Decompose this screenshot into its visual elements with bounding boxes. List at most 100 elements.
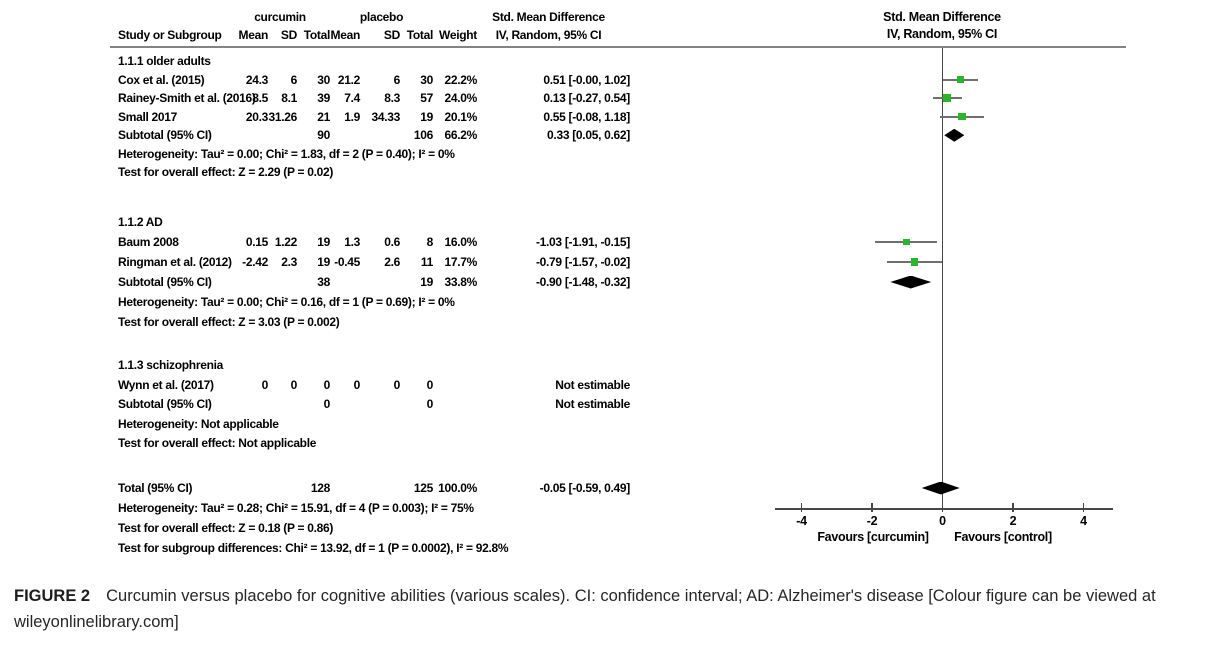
control-group-label: placebo [359,10,404,24]
table-header: curcumin placebo Std. Mean Difference St… [110,9,630,45]
axis-tick-label: 4 [1080,514,1087,528]
sd-exp: 2.3 [281,255,297,269]
total-ctl: 19 [420,109,433,124]
header-rule [110,46,1126,48]
pooled-diamond-sub1 [944,128,965,142]
total-exp: 21 [317,109,330,124]
total-ctl: 0 [426,397,434,411]
group-header-row: curcumin placebo Std. Mean Difference [110,9,630,26]
axis-tick [1012,503,1014,512]
estimate-ci: -1.03 [-1.91, -0.15] [535,235,630,249]
estimate-ci: -0.90 [-1.48, -0.32] [535,275,630,289]
subgroup-schizophrenia: 1.1.3 schizophrenia Wynn et al. (2017) 0… [110,356,630,454]
sd-ctl: 0.6 [384,235,400,249]
total-exp: 19 [317,255,330,269]
weight: 17.7% [444,255,477,269]
effect-test-note: Test for overall effect: Z = 2.29 (P = 0… [110,163,630,182]
estimate-ci: 0.13 [-0.27, 0.54] [543,91,630,105]
axis-tick [800,503,803,512]
forest-table: curcumin placebo Std. Mean Difference St… [110,9,630,555]
total-exp: 19 [317,235,330,249]
subtotal-row: Subtotal (95% CI) 38 19 33.8% -0.90 [-1.… [110,272,630,292]
sd-ctl: 2.6 [384,255,400,269]
weight: 100.0% [438,481,477,495]
study-row-rainey-smith: Rainey-Smith et al. (2016) 8.5 8.1 39 7.… [110,89,630,108]
total-exp: 128 [310,481,330,495]
subgroup-older-adults: 1.1.1 older adults Cox et al. (2015) 24.… [110,52,630,182]
weight: 66.2% [444,128,477,142]
heterogeneity-note: Heterogeneity: Tau² = 0.28; Chi² = 15.91… [110,498,630,518]
subtotal-label: Subtotal (95% CI) [118,275,212,289]
study-row-baum: Baum 2008 0.15 1.22 19 1.3 0.6 8 16.0% -… [110,232,630,252]
heterogeneity-note: Heterogeneity: Tau² = 0.00; Chi² = 0.16,… [110,292,630,312]
total-exp: 39 [317,91,330,105]
pooled-diamond-total [921,481,960,495]
figure-caption: FIGURE 2 Curcumin versus placebo for cogn… [14,584,1210,635]
figure-number: FIGURE 2 [14,587,91,605]
mean-exp: 8.5 [252,91,268,105]
subtotal-label: Subtotal (95% CI) [118,128,212,142]
total-ctl: 30 [420,72,433,87]
total-ctl: 19 [420,275,433,289]
total-exp: 38 [317,275,330,289]
estimate-ci: 0.51 [-0.00, 1.02] [543,72,630,87]
study-row-cox: Cox et al. (2015) 24.3 6 30 21.2 6 30 22… [110,71,630,90]
study-label: Ringman et al. (2012) [118,255,232,269]
zero-line [942,48,944,508]
favours-left-label: Favours [curcumin] [817,530,929,544]
total-ctl: 106 [413,128,433,142]
axis-tick [871,503,873,512]
total-ctl: 8 [426,235,434,249]
plot-header: Std. Mean Difference IV, Random, 95% CI [792,9,1092,43]
sd-ctl: 0 [393,377,401,392]
col-header-ci: IV, Random, 95% CI [495,28,602,42]
sd-exp: 1.22 [274,235,297,249]
subtotal-label: Subtotal (95% CI) [118,397,212,411]
heterogeneity-text: Heterogeneity: Tau² = 0.28; Chi² = 15.91… [118,501,474,515]
study-row-wynn: Wynn et al. (2017) 0 0 0 0 0 0 Not estim… [110,376,630,396]
weight: 22.2% [444,72,477,87]
study-row-small: Small 2017 20.3 31.26 21 1.9 34.33 19 20… [110,108,630,127]
experimental-group-label: curcumin [254,10,306,24]
pooled-diamond-sub2 [890,275,932,289]
sd-ctl: 8.3 [384,91,400,105]
effect-square-ringman [911,258,919,266]
effect-test-note: Test for overall effect: Z = 3.03 (P = 0… [110,312,630,332]
effect-square-rainey [943,94,951,103]
col-header-sd-ctl: SD [383,28,400,42]
x-axis [775,508,1113,510]
weight: 24.0% [444,91,477,105]
plot-subtitle: IV, Random, 95% CI [886,27,998,41]
weight: 16.0% [444,235,477,249]
heterogeneity-text: Heterogeneity: Tau² = 0.00; Chi² = 1.83,… [118,146,455,161]
effect-test-note: Test for overall effect: Not applicable [110,434,630,454]
mean-exp: 20.3 [245,109,268,124]
effect-square-cox [956,76,965,84]
subgroup-differences-note: Test for subgroup differences: Chi² = 13… [110,538,630,558]
total-row: Total (95% CI) 128 125 100.0% -0.05 [-0.… [110,478,630,498]
forest-plot-figure: curcumin placebo Std. Mean Difference St… [110,9,1126,555]
heterogeneity-text: Heterogeneity: Not applicable [118,416,279,431]
heterogeneity-note: Heterogeneity: Tau² = 0.00; Chi² = 1.83,… [110,145,630,164]
estimate-ci: -0.79 [-1.57, -0.02] [535,255,630,269]
axis-tick-label: -2 [866,514,878,528]
axis-tick [1082,503,1085,512]
effect-test-text: Test for overall effect: Z = 0.18 (P = 0… [118,521,334,535]
col-header-study: Study or Subgroup [118,28,222,42]
subgroup-title: 1.1.1 older adults [118,54,211,68]
subgroup-differences-text: Test for subgroup differences: Chi² = 13… [118,541,509,555]
total-ctl: 0 [426,377,434,392]
study-label: Rainey-Smith et al. (2016) [118,91,256,105]
subgroup-title-row: 1.1.3 schizophrenia [110,356,630,376]
total-exp: 90 [317,128,330,142]
total-ctl: 11 [420,255,433,269]
mean-ctl: -0.45 [334,255,360,269]
effect-square-small [958,113,966,121]
subgroup-ad: 1.1.2 AD Baum 2008 0.15 1.22 19 1.3 0.6 … [110,212,630,332]
mean-exp: 0 [261,377,269,392]
plot-title: Std. Mean Difference [883,10,1001,24]
estimate-ci: Not estimable [555,377,630,392]
effect-test-text: Test for overall effect: Not applicable [118,436,317,450]
effect-test-text: Test for overall effect: Z = 3.03 (P = 0… [118,315,340,329]
